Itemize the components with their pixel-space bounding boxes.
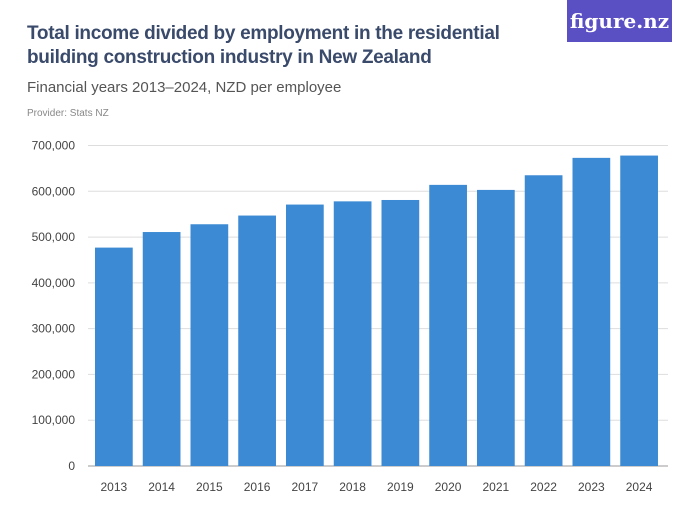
x-tick-label: 2014 bbox=[148, 480, 175, 494]
x-tick-label: 2023 bbox=[578, 480, 605, 494]
x-tick-label: 2013 bbox=[101, 480, 128, 494]
bar-2017 bbox=[286, 204, 324, 466]
y-tick-label: 0 bbox=[68, 459, 75, 473]
x-tick-label: 2022 bbox=[530, 480, 557, 494]
bar-2020 bbox=[429, 184, 467, 466]
x-tick-label: 2019 bbox=[387, 480, 414, 494]
figure-nz-logo[interactable]: figure.nz bbox=[567, 0, 672, 42]
bar-2015 bbox=[190, 224, 229, 466]
y-tick-label: 300,000 bbox=[32, 322, 76, 336]
bar-2024 bbox=[620, 155, 658, 466]
bar-2014 bbox=[142, 232, 181, 466]
y-tick-label: 500,000 bbox=[32, 230, 76, 244]
y-tick-label: 100,000 bbox=[32, 413, 76, 427]
y-tick-label: 200,000 bbox=[32, 367, 76, 381]
chart-title: Total income divided by employment in th… bbox=[27, 23, 500, 68]
x-tick-label: 2015 bbox=[196, 480, 223, 494]
x-tick-label: 2020 bbox=[435, 480, 462, 494]
bar-2021 bbox=[477, 189, 515, 466]
chart-subtitle: Financial years 2013–2024, NZD per emplo… bbox=[27, 79, 342, 96]
x-tick-label: 2016 bbox=[244, 480, 271, 494]
x-tick-label: 2021 bbox=[483, 480, 510, 494]
bar-2022 bbox=[524, 175, 563, 466]
bar-2019 bbox=[381, 199, 420, 467]
bar-2013 bbox=[95, 247, 133, 466]
bar-2023 bbox=[572, 157, 611, 467]
y-tick-label: 700,000 bbox=[32, 139, 76, 153]
y-tick-label: 400,000 bbox=[32, 276, 76, 290]
provider-label: Provider: Stats NZ bbox=[27, 108, 109, 119]
bar-2016 bbox=[238, 215, 276, 466]
y-tick-label: 600,000 bbox=[32, 184, 76, 198]
bar-2018 bbox=[333, 201, 372, 466]
x-tick-label: 2017 bbox=[292, 480, 319, 494]
x-tick-label: 2018 bbox=[339, 480, 366, 494]
x-tick-label: 2024 bbox=[626, 480, 653, 494]
